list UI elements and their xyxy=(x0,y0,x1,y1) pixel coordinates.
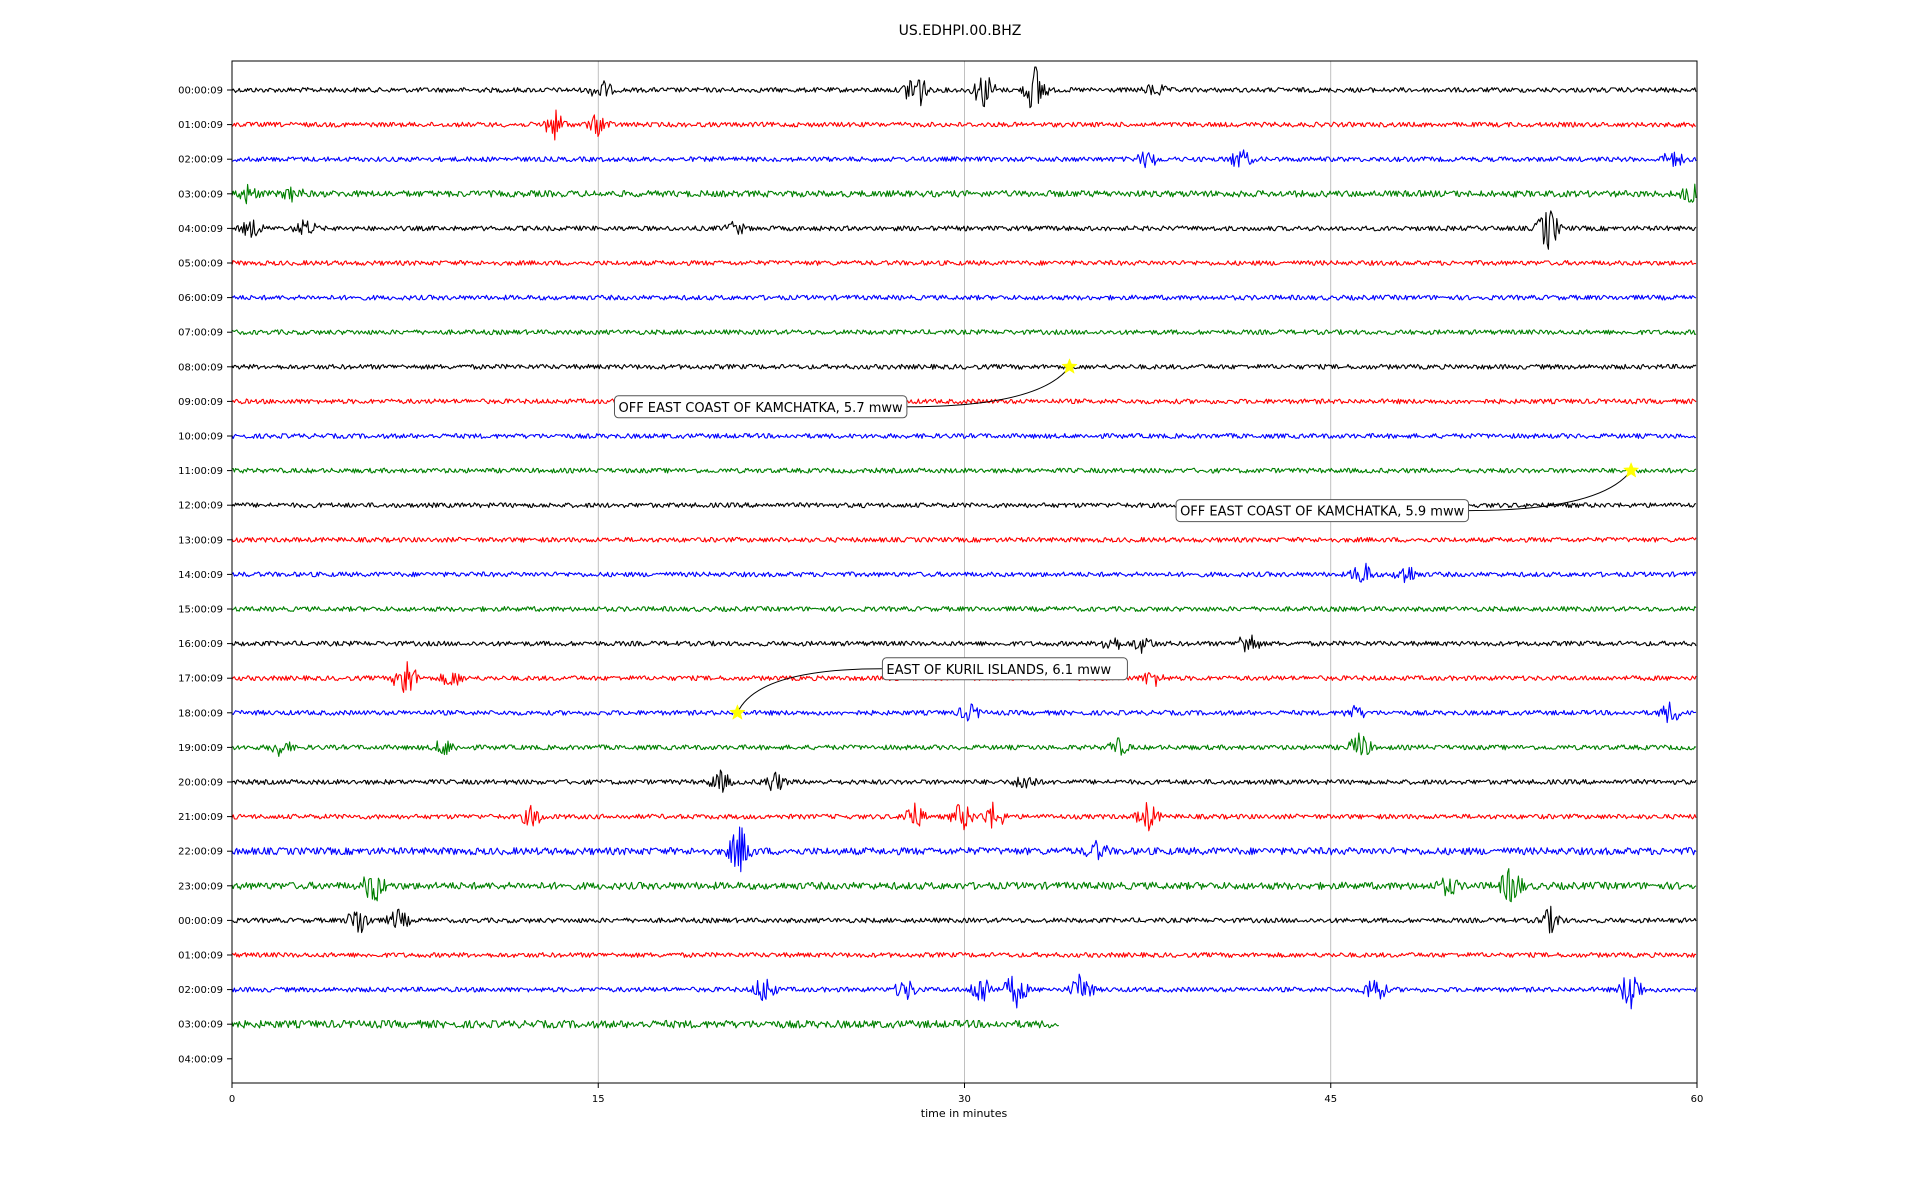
seismic-trace xyxy=(231,701,1697,724)
y-tick-label: 03:00:09 xyxy=(178,189,223,200)
event-label: OFF EAST COAST OF KAMCHATKA, 5.7 mww xyxy=(618,401,903,416)
y-tick-label: 04:00:09 xyxy=(178,224,223,235)
seismic-trace xyxy=(231,868,1697,903)
seismic-trace xyxy=(231,634,1697,654)
y-tick-label: 23:00:09 xyxy=(178,881,223,892)
y-tick-label: 04:00:09 xyxy=(178,1054,223,1065)
y-tick-label: 06:00:09 xyxy=(178,293,223,304)
event-star-marker xyxy=(1622,461,1640,478)
y-tick-label: 11:00:09 xyxy=(178,466,223,477)
y-tick-label: 09:00:09 xyxy=(178,397,223,408)
y-tick-label: 03:00:09 xyxy=(178,1020,223,1031)
seismic-trace xyxy=(231,905,1697,934)
y-tick-label: 00:00:09 xyxy=(178,916,223,927)
x-tick-label: 45 xyxy=(1324,1094,1337,1105)
annotation-connector xyxy=(1468,470,1632,512)
seismic-trace xyxy=(231,329,1697,336)
grid-lines xyxy=(597,61,1332,1083)
event-star-marker xyxy=(1061,358,1078,374)
y-tick-label: 08:00:09 xyxy=(178,362,223,373)
event-annotations: OFF EAST COAST OF KAMCHATKA, 5.7 mww OFF … xyxy=(613,358,1640,720)
y-tick-label: 12:00:09 xyxy=(178,501,223,512)
x-axis-label: time in minutes xyxy=(921,1107,1008,1120)
event-label: OFF EAST COAST OF KAMCHATKA, 5.9 mww xyxy=(1180,505,1465,520)
seismic-trace xyxy=(231,502,1697,509)
seismic-trace xyxy=(231,363,1697,370)
y-tick-label: 07:00:09 xyxy=(178,328,223,339)
seismic-trace xyxy=(231,149,1697,169)
annotation-box xyxy=(881,657,1128,681)
seismic-trace xyxy=(231,769,1697,793)
annotation-box xyxy=(1175,499,1469,523)
y-tick-label: 19:00:09 xyxy=(178,743,223,754)
seismic-trace xyxy=(231,562,1697,584)
chart-title: US.EDHPI.00.BHZ xyxy=(899,23,1022,39)
y-tick-label: 15:00:09 xyxy=(178,605,223,616)
seismic-trace xyxy=(231,801,1697,832)
seismic-trace xyxy=(231,606,1697,612)
y-tick-label: 02:00:09 xyxy=(178,155,223,166)
annotation-connector xyxy=(736,668,883,714)
y-tick-label: 01:00:09 xyxy=(178,951,223,962)
plot-frame xyxy=(231,60,1698,1084)
y-tick-label: 13:00:09 xyxy=(178,535,223,546)
event-label: EAST OF KURIL ISLANDS, 6.1 mww xyxy=(886,663,1111,678)
y-tick-label: 01:00:09 xyxy=(178,120,223,131)
x-tick-labels: 0 15 30 45 60 xyxy=(229,1083,1704,1105)
seismic-trace xyxy=(231,294,1697,301)
y-tick-label: 02:00:09 xyxy=(178,985,223,996)
seismic-trace xyxy=(231,260,1697,266)
x-tick-label: 15 xyxy=(592,1094,605,1105)
traces-group xyxy=(231,66,1697,1029)
y-tick-label: 10:00:09 xyxy=(178,432,223,443)
seismic-trace xyxy=(231,732,1697,757)
seismic-trace xyxy=(231,952,1697,958)
y-tick-label: 21:00:09 xyxy=(178,812,223,823)
seismic-trace xyxy=(231,826,1697,873)
x-tick-label: 0 xyxy=(229,1094,235,1105)
y-tick-label: 16:00:09 xyxy=(178,639,223,650)
seismic-trace xyxy=(231,433,1697,439)
seismic-trace xyxy=(231,973,1697,1010)
y-tick-labels: 00:00:09 01:00:09 02:00:09 03:00:09 04:00:09… xyxy=(178,86,232,1065)
y-tick-label: 14:00:09 xyxy=(178,570,223,581)
seismic-trace xyxy=(231,66,1697,109)
seismic-trace xyxy=(231,467,1697,474)
y-tick-label: 20:00:09 xyxy=(178,778,223,789)
y-tick-label: 05:00:09 xyxy=(178,259,223,270)
seismic-trace xyxy=(231,109,1697,141)
seismic-trace xyxy=(231,536,1697,543)
annotation-box xyxy=(613,395,908,419)
y-tick-label: 17:00:09 xyxy=(178,674,223,685)
y-tick-label: 22:00:09 xyxy=(178,847,223,858)
y-tick-label: 18:00:09 xyxy=(178,708,223,719)
seismic-trace xyxy=(231,398,1697,405)
seismic-trace xyxy=(231,183,1697,205)
annotation-connector xyxy=(906,366,1070,408)
y-tick-label: 00:00:09 xyxy=(178,86,223,97)
seismic-trace xyxy=(231,1019,1059,1029)
x-tick-label: 30 xyxy=(958,1094,971,1105)
event-star-marker xyxy=(729,704,746,720)
seismic-trace xyxy=(231,210,1697,250)
x-tick-label: 60 xyxy=(1691,1094,1704,1105)
